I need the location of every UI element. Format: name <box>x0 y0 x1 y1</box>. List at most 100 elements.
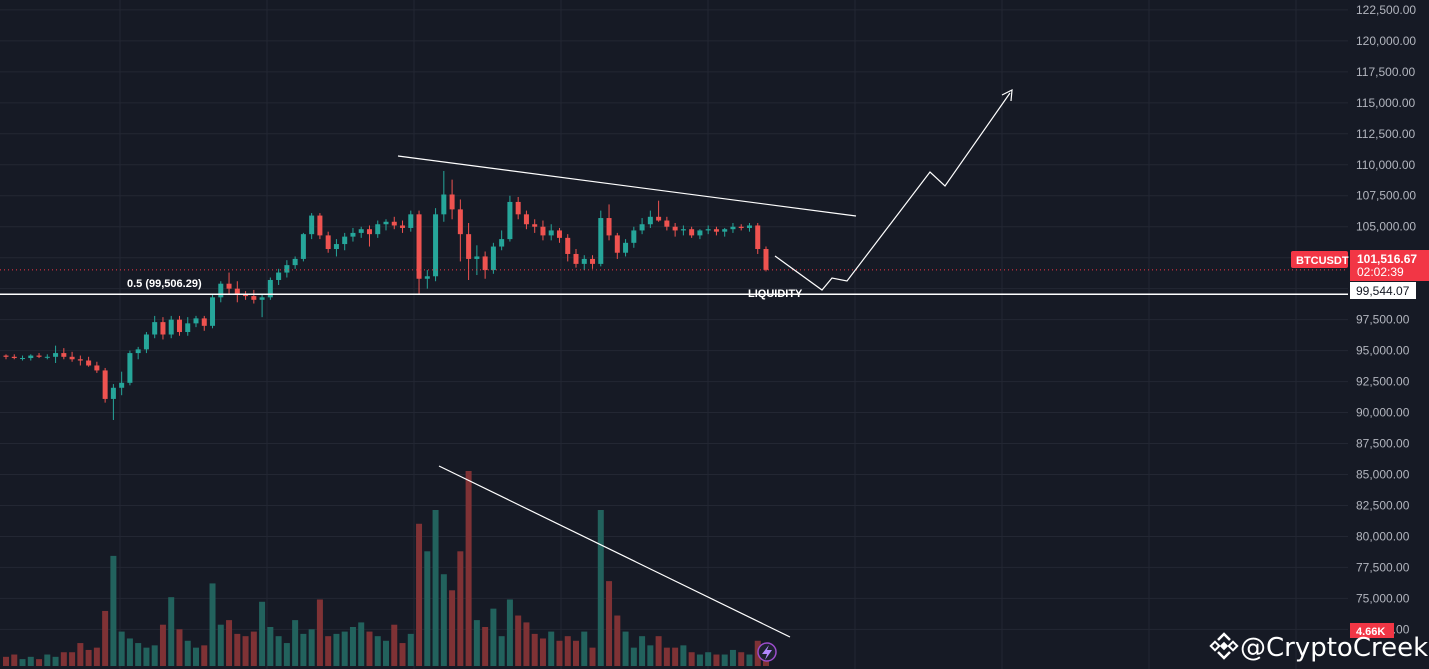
price-tick-label: 80,000.00 <box>1356 529 1410 543</box>
volume-bar <box>655 636 662 666</box>
candle-countdown: 02:02:39 <box>1357 265 1404 279</box>
candle-body <box>697 230 703 236</box>
volume-bar <box>226 620 233 666</box>
volume-bar <box>391 624 398 666</box>
candle-body <box>664 220 670 227</box>
candle-body <box>110 387 116 399</box>
volume-bar <box>366 631 373 666</box>
volume-bar <box>696 654 703 666</box>
candle-body <box>309 215 315 235</box>
candle-body <box>433 214 439 277</box>
volume-bar <box>151 645 158 666</box>
candle-body <box>400 225 406 228</box>
candle-body <box>292 258 298 266</box>
price-tick-label: 90,000.00 <box>1356 406 1410 420</box>
candle-body <box>127 353 133 383</box>
candle-body <box>152 322 158 335</box>
volume-bar <box>746 654 753 666</box>
candle-body <box>333 244 339 250</box>
candle-body <box>672 226 678 231</box>
candle-body <box>36 355 42 357</box>
volume-bar <box>457 551 464 666</box>
volume-bar <box>647 645 654 666</box>
volume-bar <box>729 649 736 666</box>
volume-bar <box>490 608 497 666</box>
candle-body <box>689 229 695 236</box>
candle-body <box>350 232 356 237</box>
volume-bar <box>52 656 59 666</box>
price-tick-label: 122,500.00 <box>1356 3 1416 17</box>
candle-body <box>135 349 141 354</box>
volume-bar <box>283 643 290 666</box>
candle-body <box>77 359 83 361</box>
candle-body <box>449 194 455 210</box>
symbol-label: BTCUSDT <box>1296 255 1349 267</box>
volume-bar <box>639 636 646 666</box>
candle-body <box>515 201 521 215</box>
volume-bar <box>482 627 489 666</box>
volume-bar <box>713 654 720 666</box>
price-tick-label: 77,500.00 <box>1356 560 1410 574</box>
candle-body <box>614 235 620 253</box>
candle-body <box>53 353 59 357</box>
volume-bar <box>193 647 199 666</box>
volume-trendline[interactable] <box>438 465 791 638</box>
candle-body <box>276 272 282 280</box>
volume-bar <box>556 640 563 666</box>
candle-body <box>86 360 92 366</box>
volume-bar <box>118 631 125 666</box>
candle-body <box>259 297 265 300</box>
candle-body <box>556 230 562 238</box>
candle-body <box>317 215 323 236</box>
candle-body <box>738 226 744 228</box>
volume-bar <box>275 636 282 666</box>
candle-body <box>3 355 9 357</box>
watermark-text: @CryptoCreekk <box>1240 633 1429 663</box>
candle-body <box>482 256 488 271</box>
volume-bar <box>135 643 142 666</box>
volume-bars <box>3 471 769 666</box>
volume-bar <box>44 654 51 666</box>
volume-bar <box>498 636 505 666</box>
volume-bar <box>11 654 18 666</box>
volume-bar <box>316 599 323 666</box>
symbol-badge: BTCUSDT <box>1291 251 1349 268</box>
volume-bar <box>432 510 439 666</box>
projected-path[interactable] <box>774 92 1011 291</box>
price-axis[interactable]: 122,500.00 120,000.00 117,500.00 115,000.00… <box>1356 3 1416 636</box>
candle-body <box>44 356 50 358</box>
candle-body <box>722 229 728 232</box>
candle-body <box>342 236 348 245</box>
volume-bar <box>333 633 340 666</box>
fib-level-label: 0.5 (99,506.29) <box>127 278 202 290</box>
volume-bar <box>300 633 307 666</box>
volume-bar <box>663 647 670 666</box>
candle-body <box>507 201 513 240</box>
price-tick-label: 97,500.00 <box>1356 313 1410 327</box>
candle-body <box>325 235 331 250</box>
lightning-icon[interactable] <box>757 642 777 662</box>
volume-bar <box>548 631 555 666</box>
volume-bar <box>242 636 249 666</box>
candle-body <box>28 355 34 359</box>
candle-body <box>573 253 579 264</box>
descending-resistance-trendline[interactable] <box>397 155 857 217</box>
volume-bar <box>143 647 150 666</box>
candle-body <box>523 214 529 225</box>
price-tick-label: 110,000.00 <box>1356 158 1415 172</box>
candle-body <box>267 279 273 298</box>
candle-body <box>639 224 645 231</box>
candle-body <box>61 353 67 357</box>
candle-body <box>441 194 447 215</box>
volume-value: 4.66K <box>1356 626 1385 638</box>
candle-body <box>647 216 653 225</box>
volume-bar <box>85 649 92 666</box>
volume-bar <box>102 610 109 666</box>
candle-body <box>713 229 719 232</box>
volume-bar <box>589 647 596 666</box>
volume-bar <box>383 640 389 666</box>
volume-bar <box>19 659 26 666</box>
volume-bar <box>680 645 687 666</box>
price-tick-label: 87,500.00 <box>1356 437 1410 451</box>
